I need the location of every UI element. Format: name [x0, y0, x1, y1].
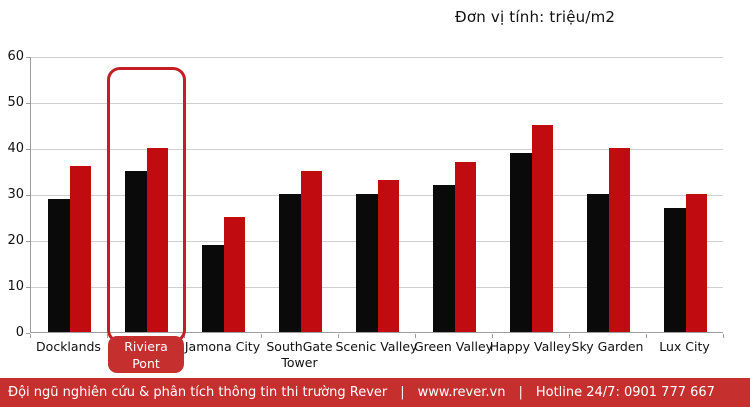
- bar-series-red: [300, 171, 322, 332]
- x-tick-mark: [646, 334, 647, 338]
- bar-series-red: [685, 194, 707, 332]
- bar-series-black: [125, 171, 147, 332]
- highlight-pill-text-line: Pont: [132, 355, 160, 371]
- y-tick-label: 50: [7, 95, 24, 110]
- bar-series-black: [587, 194, 609, 332]
- footer-website: www.rever.vn: [417, 385, 506, 400]
- x-tick-mark: [415, 334, 416, 338]
- y-tick-mark: [26, 333, 30, 334]
- y-tick-label: 30: [7, 187, 24, 202]
- bar-series-red: [223, 217, 245, 332]
- chart-title: Đơn vị tính: triệu/m2: [455, 8, 616, 26]
- gridline: [31, 102, 723, 104]
- footer-bar: Đội ngũ nghiên cứu & phân tích thông tin…: [0, 378, 750, 407]
- bar-series-black: [48, 198, 70, 332]
- x-axis-label: Jamona City: [184, 339, 261, 354]
- y-tick-label: 40: [7, 141, 24, 156]
- x-tick-mark: [30, 334, 31, 338]
- x-tick-mark: [338, 334, 339, 338]
- x-axis-label: Sky Garden: [571, 339, 644, 354]
- x-axis-label: Scenic Valley: [335, 339, 418, 354]
- y-tick-label: 10: [7, 279, 24, 294]
- y-tick-label: 60: [7, 49, 24, 64]
- x-axis-label: Happy Valley: [489, 339, 572, 354]
- highlight-pill-label: Riviera Pont: [108, 336, 184, 373]
- bar-series-black: [510, 152, 532, 332]
- y-tick-label: 0: [15, 325, 24, 340]
- y-tick-mark: [26, 57, 30, 58]
- x-axis-label: SouthGate Tower: [266, 339, 333, 370]
- y-tick-mark: [26, 287, 30, 288]
- y-tick-label: 20: [7, 233, 24, 248]
- plot-area: [30, 56, 723, 333]
- footer-separator: |: [400, 385, 405, 400]
- bar-series-black: [664, 207, 686, 332]
- highlight-outline: [107, 67, 186, 343]
- x-tick-mark: [492, 334, 493, 338]
- y-tick-mark: [26, 241, 30, 242]
- bar-series-black: [202, 244, 224, 332]
- bar-series-red: [146, 148, 168, 332]
- x-tick-mark: [261, 334, 262, 338]
- y-tick-mark: [26, 195, 30, 196]
- x-axis-label: Green Valley: [413, 339, 494, 354]
- bar-series-black: [356, 194, 378, 332]
- bar-series-black: [279, 194, 301, 332]
- footer-research-text: Đội ngũ nghiên cứu & phân tích thông tin…: [8, 385, 388, 400]
- bar-series-red: [69, 166, 91, 332]
- footer-hotline: Hotline 24/7: 0901 777 667: [535, 385, 715, 400]
- x-tick-mark: [569, 334, 570, 338]
- bar-series-black: [433, 184, 455, 332]
- bar-series-red: [608, 148, 630, 332]
- y-tick-mark: [26, 103, 30, 104]
- bar-series-red: [531, 125, 553, 332]
- gridline: [31, 148, 723, 150]
- footer-separator: |: [518, 385, 523, 400]
- y-tick-mark: [26, 149, 30, 150]
- x-axis-label: Docklands: [36, 339, 101, 354]
- bar-series-red: [454, 161, 476, 332]
- bar-series-red: [377, 180, 399, 332]
- x-axis-label: Lux City: [659, 339, 710, 354]
- x-tick-mark: [723, 334, 724, 338]
- highlight-pill-text-line: Riviera: [124, 338, 168, 354]
- gridline: [31, 56, 723, 58]
